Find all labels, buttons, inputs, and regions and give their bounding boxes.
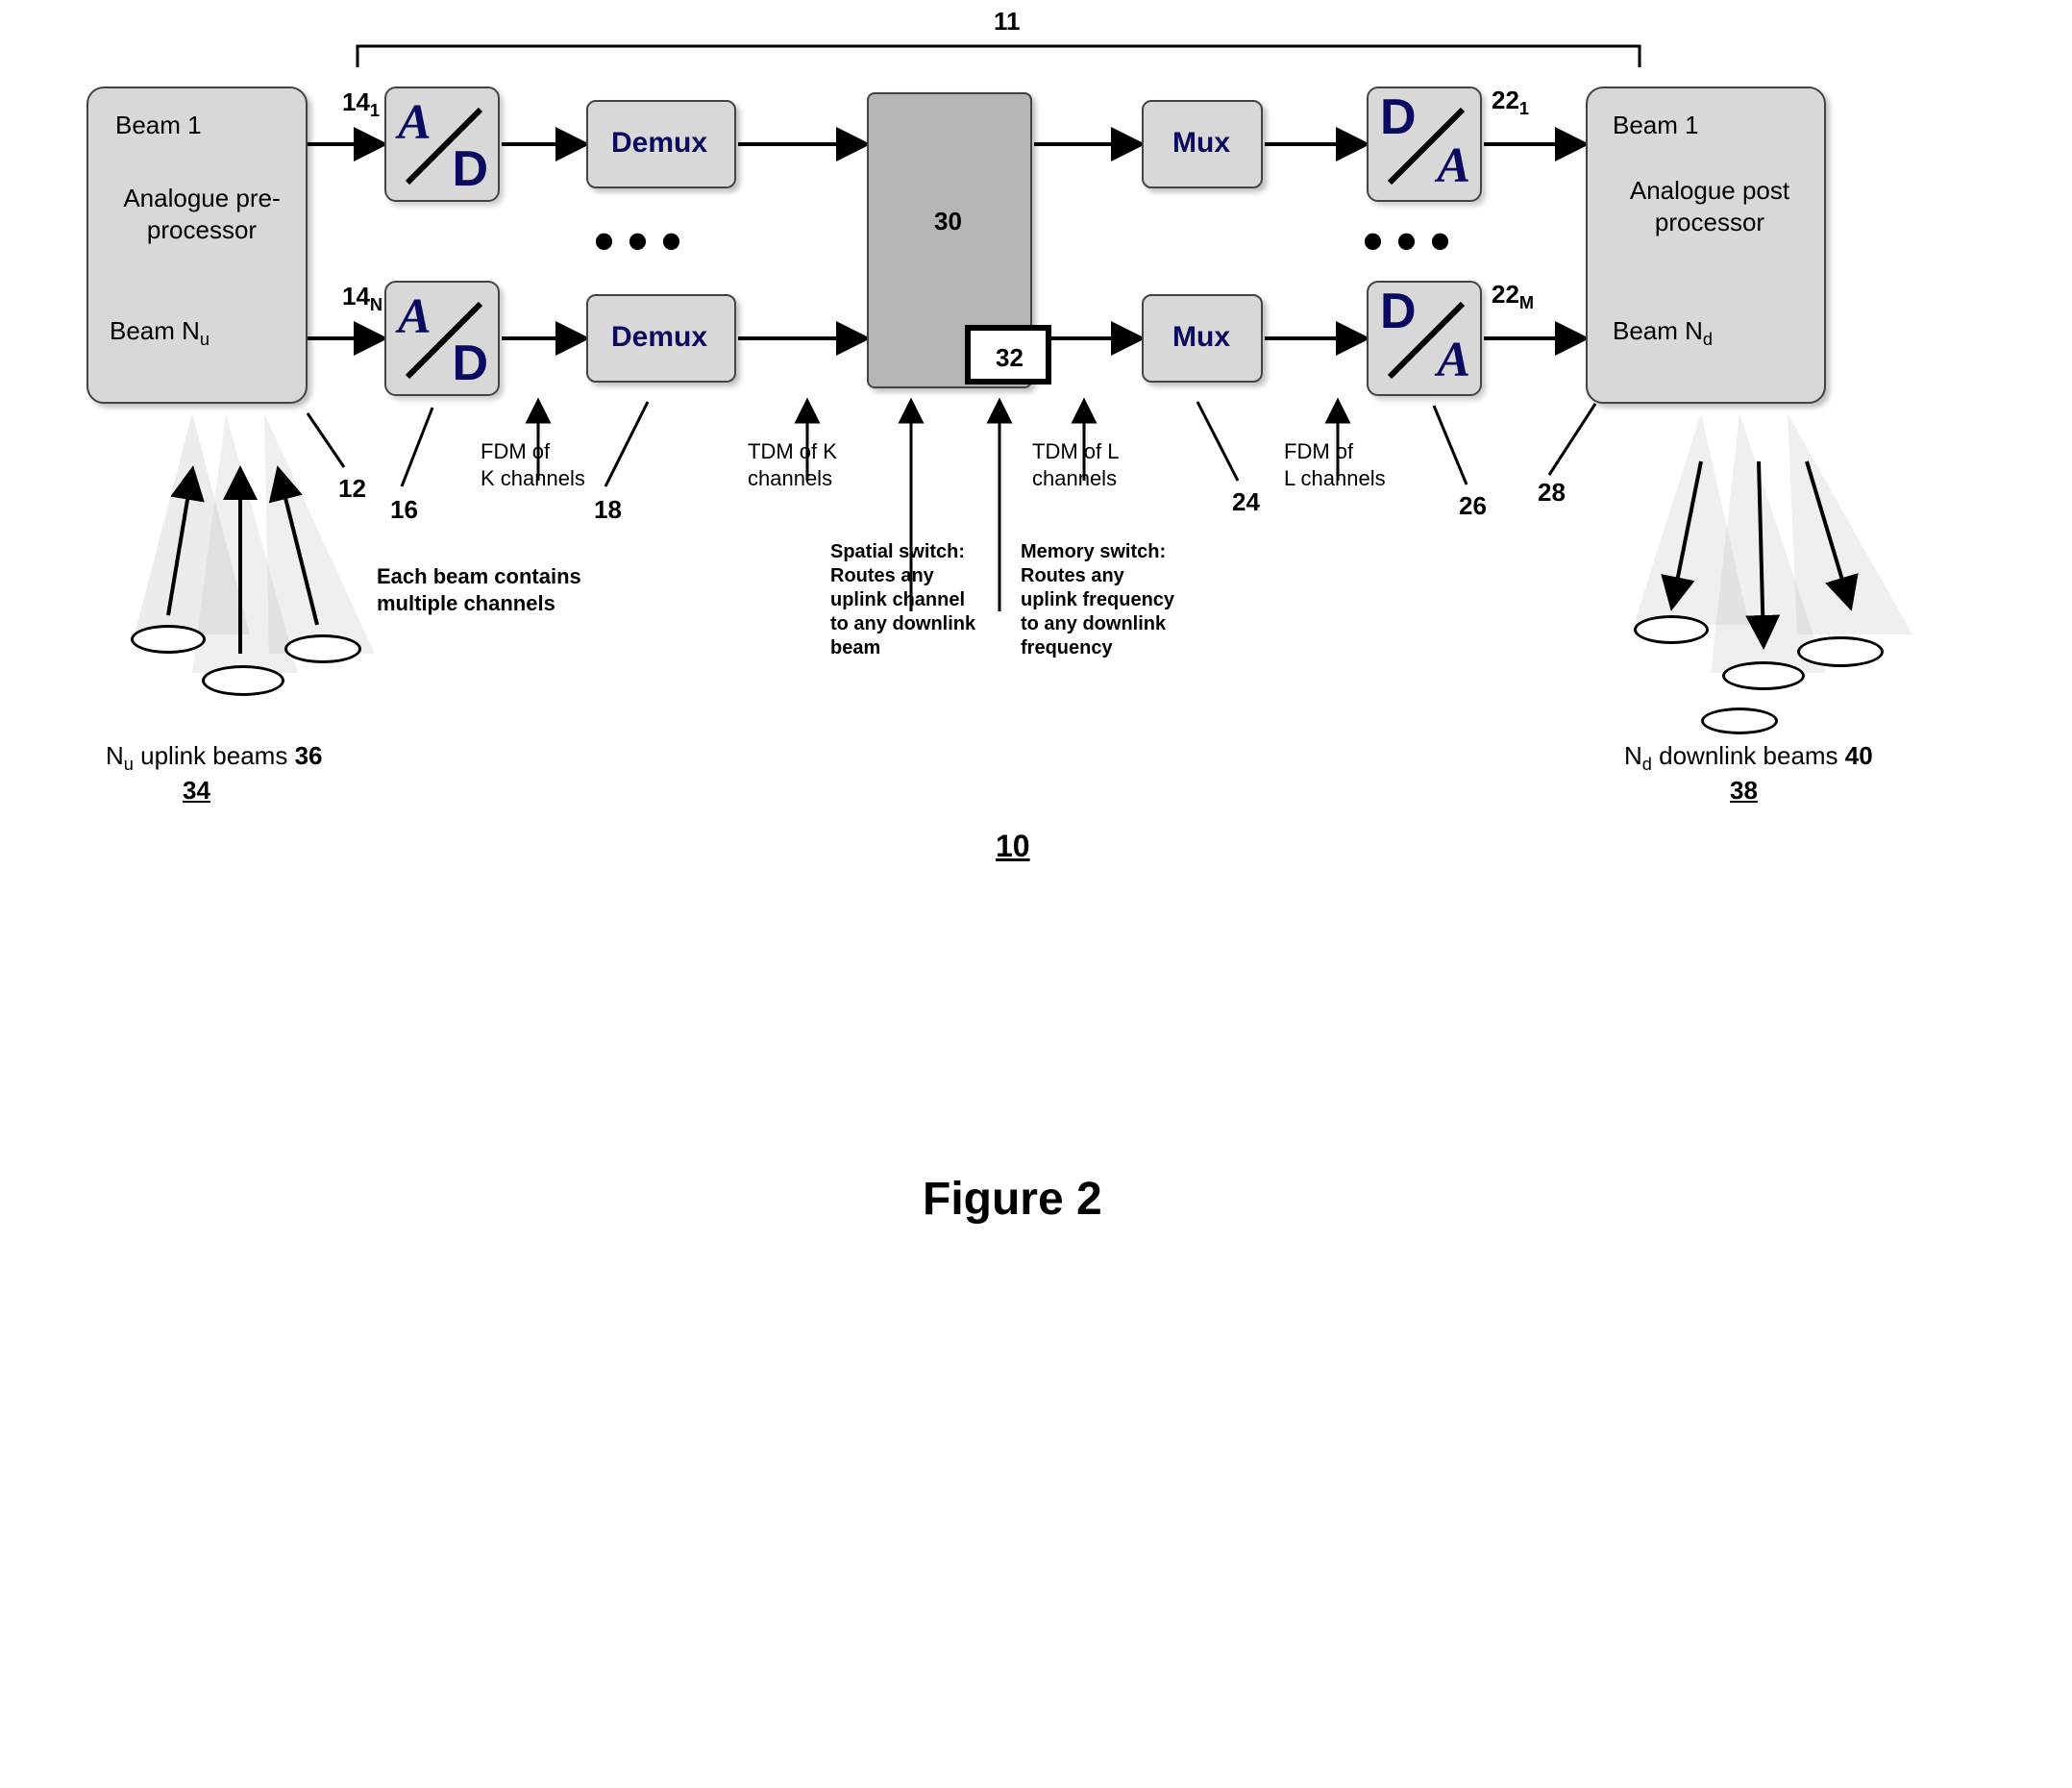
post-title: Analogue post processor	[1609, 175, 1811, 237]
uplink-footprint	[284, 634, 361, 663]
ref-22-1: 221	[1492, 85, 1529, 120]
letter-d: D	[452, 140, 488, 198]
ref-14-n: 14N	[342, 281, 382, 316]
demux-1: Demux	[586, 100, 736, 188]
downlink-footprint	[1722, 661, 1805, 690]
ref-28: 28	[1538, 477, 1566, 509]
demux-label: Demux	[611, 321, 707, 354]
pre-beamN: Beam Nu	[110, 315, 210, 351]
pre-beam1: Beam 1	[115, 110, 202, 141]
ref-16: 16	[390, 494, 418, 526]
ref-32: 32	[996, 342, 1024, 374]
caption-memory: Memory switch: Routes any uplink frequen…	[1021, 540, 1174, 660]
diagram-canvas: 11 Beam 1 Analogue pre-processor Beam Nu…	[0, 0, 2072, 1788]
downlink-beams-label: Nd downlink beams 40	[1624, 740, 1873, 776]
mux-label: Mux	[1172, 321, 1230, 354]
ellipsis-right: •••	[1363, 208, 1464, 274]
caption-tdmL: TDM of L channels	[1032, 438, 1119, 491]
caption-spatial: Spatial switch: Routes any uplink channe…	[830, 540, 975, 660]
downlink-footprint	[1797, 636, 1884, 667]
da-converter-1: D A	[1367, 87, 1482, 202]
ref-30: 30	[934, 206, 962, 237]
demux-label: Demux	[611, 127, 707, 160]
letter-a-script: A	[1437, 137, 1470, 194]
caption-fdmK: FDM of K channels	[481, 438, 585, 491]
letter-a-script: A	[1437, 332, 1470, 388]
ref-22-m: 22M	[1492, 279, 1534, 314]
uplink-beams-label: Nu uplink beams 36	[106, 740, 322, 776]
downlink-footprint	[1634, 615, 1709, 644]
memory-switch-box: 32	[965, 325, 1051, 385]
figure-caption: Figure 2	[923, 1173, 1102, 1226]
downlink-footprint	[1701, 708, 1778, 734]
caption-tdmK: TDM of K channels	[748, 438, 837, 491]
ref-10: 10	[996, 827, 1030, 865]
ref-34: 34	[183, 775, 210, 807]
post-beam1: Beam 1	[1613, 110, 1699, 141]
mux-label: Mux	[1172, 127, 1230, 160]
ref-14-1: 141	[342, 87, 380, 122]
ref-24: 24	[1232, 486, 1260, 518]
analogue-pre-processor: Beam 1 Analogue pre-processor Beam Nu	[86, 87, 308, 404]
analogue-post-processor: Beam 1 Analogue post processor Beam Nd	[1586, 87, 1826, 404]
ad-converter-1: A D	[384, 87, 500, 202]
letter-d: D	[452, 335, 488, 392]
demux-n: Demux	[586, 294, 736, 383]
uplink-footprint	[202, 665, 284, 696]
caption-beam-note: Each beam contains multiple channels	[377, 563, 581, 616]
mux-1: Mux	[1142, 100, 1263, 188]
pre-title: Analogue pre-processor	[106, 183, 298, 245]
mux-m: Mux	[1142, 294, 1263, 383]
caption-fdmL: FDM of L channels	[1284, 438, 1386, 491]
ref-18: 18	[594, 494, 622, 526]
da-converter-m: D A	[1367, 281, 1482, 396]
ellipsis-left: •••	[594, 208, 695, 274]
ad-converter-n: A D	[384, 281, 500, 396]
ref-12: 12	[338, 473, 366, 505]
ref-11: 11	[994, 6, 1021, 37]
uplink-footprint	[131, 625, 206, 654]
post-beamN: Beam Nd	[1613, 315, 1713, 351]
ref-26: 26	[1459, 490, 1487, 522]
ref-38: 38	[1730, 775, 1758, 807]
